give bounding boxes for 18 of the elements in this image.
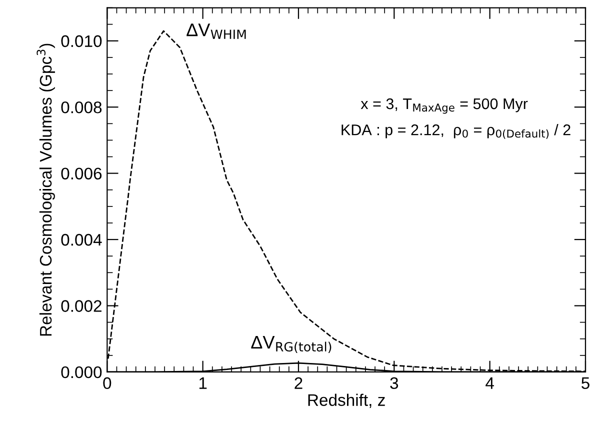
y-tick-label: 0.004 — [61, 234, 102, 246]
annotation: x = 3, T$_{MaxAge}$ = 500 Myr — [360, 98, 528, 114]
x-axis-title: Redshift, z — [308, 394, 385, 408]
x-tick-label: 4 — [486, 377, 494, 389]
y-tick-label: 0.002 — [61, 300, 102, 312]
x-tick-label: 5 — [582, 377, 590, 390]
x-tick-label: 3 — [390, 377, 398, 390]
y-tick-label: 0.008 — [61, 101, 102, 114]
annotation: ΔV$_{RG(total)}$ — [251, 336, 332, 354]
annotation: ΔV$_{WHIM}$ — [186, 24, 246, 39]
x-tick-label: 0 — [103, 377, 112, 390]
y-axis-title: Relevant Cosmological Volumes (Gpc$^{3}$) — [36, 44, 55, 336]
x-tick-label: 2 — [294, 377, 302, 389]
x-tick-label: 1 — [199, 377, 207, 389]
y-tick-label: 0.010 — [61, 35, 102, 48]
annotation: KDA : p = 2.12, ρ$_{0}$ = ρ$_{0(Default)}$ / 2 — [342, 124, 570, 139]
y-tick-label: 0.006 — [61, 168, 102, 180]
y-tick-label: 0.000 — [61, 366, 102, 378]
